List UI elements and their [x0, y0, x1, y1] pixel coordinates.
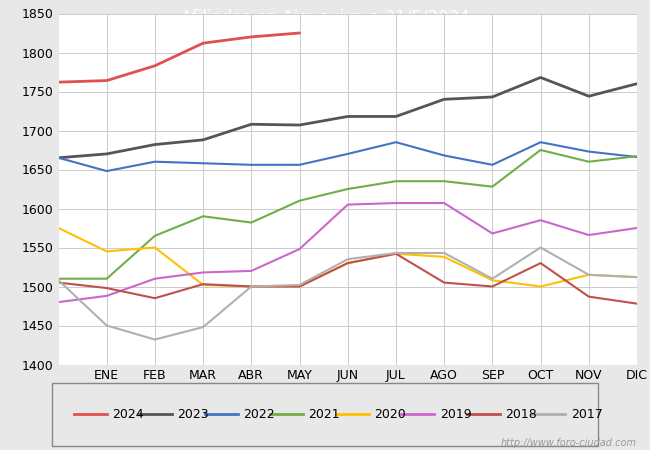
Text: 2019: 2019: [439, 408, 471, 420]
Text: Afiliados en Aiguaviva a 31/5/2024: Afiliados en Aiguaviva a 31/5/2024: [181, 9, 469, 27]
Text: http://www.foro-ciudad.com: http://www.foro-ciudad.com: [501, 438, 637, 448]
Text: 2024: 2024: [112, 408, 144, 420]
Text: 2020: 2020: [374, 408, 406, 420]
Text: 2017: 2017: [571, 408, 603, 420]
Text: 2018: 2018: [505, 408, 537, 420]
Text: 2023: 2023: [177, 408, 209, 420]
Text: 2021: 2021: [309, 408, 340, 420]
Text: 2022: 2022: [243, 408, 275, 420]
